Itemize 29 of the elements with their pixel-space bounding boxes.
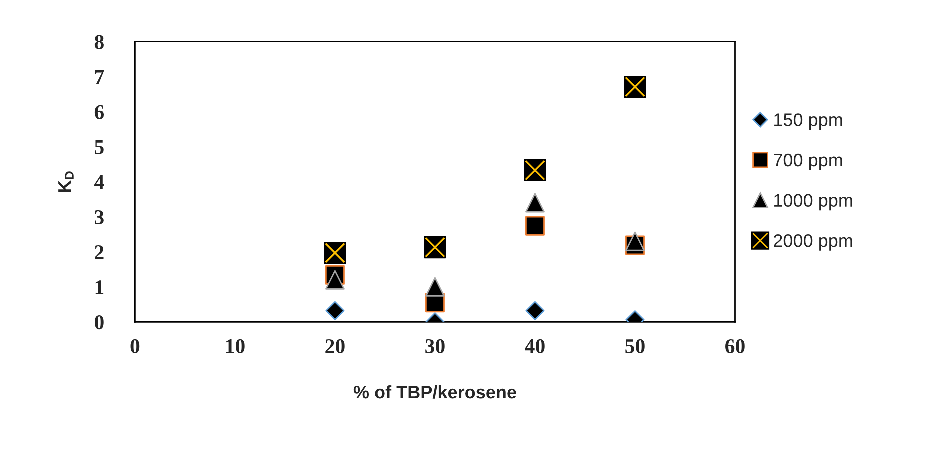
y-tick-label: 1 [96, 280, 104, 294]
y-tick-label: 8 [94, 35, 104, 50]
x-tick-label: 50 [626, 339, 645, 354]
y-tick-label: 7 [95, 70, 104, 84]
y-tick-label: 0 [95, 316, 104, 330]
legend-label: 1000 ppm [774, 194, 852, 211]
point [526, 193, 545, 213]
y-tick-label: 5 [95, 140, 104, 154]
point [626, 232, 645, 252]
y-tick-label: 4 [94, 176, 104, 190]
point [425, 277, 445, 297]
x-tick-label: 60 [726, 339, 745, 354]
point [326, 301, 345, 320]
x-tick-label: 10 [226, 339, 245, 354]
point [325, 270, 345, 290]
x-tick-label: 0 [130, 339, 140, 354]
point [526, 216, 545, 236]
y-tick-label: 3 [95, 210, 104, 224]
x-tick-label: 40 [525, 339, 545, 354]
x-tick-label: 20 [326, 339, 345, 354]
x-axis-title: % of TBP/kerosene [354, 385, 516, 399]
y-tick-label: 6 [94, 105, 104, 120]
y-axis-title: K$_{D}$ [58, 172, 74, 192]
legend-label: 150 ppm [774, 114, 842, 130]
legend-label: 700 ppm [774, 154, 842, 170]
legend-label: 2000 ppm [774, 234, 852, 251]
point [526, 301, 545, 320]
x-tick-label: 30 [426, 339, 445, 354]
y-tick-label: 2 [95, 246, 104, 260]
